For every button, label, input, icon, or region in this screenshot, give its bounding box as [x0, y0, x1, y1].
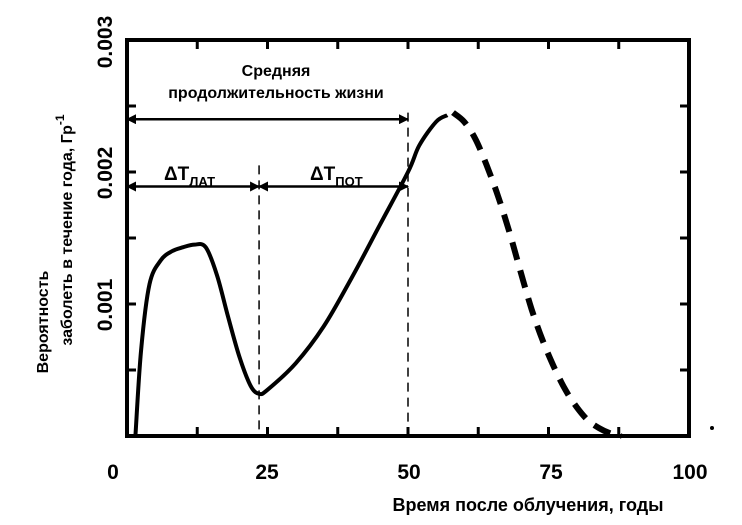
t-pot-subscript: ПОТ: [335, 174, 362, 189]
series-line-solid: [133, 113, 449, 437]
x-tick-label-25: 25: [255, 461, 279, 484]
annotation-t-lat: ΔTЛАТ: [164, 164, 215, 189]
annotation-mean-lifetime-line1: Средняя: [242, 63, 311, 80]
y-axis-label-line2: заболеть в течение года, Гр-1: [53, 114, 76, 345]
x-tick-label-100: 100: [672, 461, 707, 484]
axis-ticks: [127, 40, 689, 436]
stray-dot: [710, 426, 714, 430]
annotation-arrows: [126, 114, 409, 192]
data-series: [133, 110, 623, 439]
y-tick-label-0.001: 0.001: [94, 278, 117, 331]
annotation-mean-lifetime-line2: продолжительность жизни: [168, 85, 383, 102]
y-axis-label-line1: Вероятность: [35, 270, 52, 373]
x-tick-label-75: 75: [539, 461, 563, 484]
annotation-t-pot: ΔTПОТ: [310, 164, 363, 189]
reference-lines: [258, 112, 409, 436]
x-tick-label-50: 50: [397, 461, 420, 484]
y-tick-label-0.003: 0.003: [94, 16, 117, 69]
y-axis-label-main: заболеть в течение года, Гр: [59, 125, 76, 346]
delta-t-symbol-lat: ΔT: [164, 164, 190, 185]
x-axis-label: Время после облучения, годы: [392, 495, 663, 515]
y-axis-label-superscript: -1: [53, 114, 67, 125]
x-tick-labels: 0 25 50 75 100: [107, 461, 707, 484]
series-line-dashed: [451, 110, 623, 439]
delta-t-symbol-pot: ΔT: [310, 164, 336, 185]
y-tick-labels: 0.001 0.002 0.003: [94, 16, 117, 332]
t-lat-subscript: ЛАТ: [189, 174, 215, 189]
y-tick-label-0.002: 0.002: [94, 147, 117, 200]
x-tick-label-0: 0: [107, 461, 119, 484]
